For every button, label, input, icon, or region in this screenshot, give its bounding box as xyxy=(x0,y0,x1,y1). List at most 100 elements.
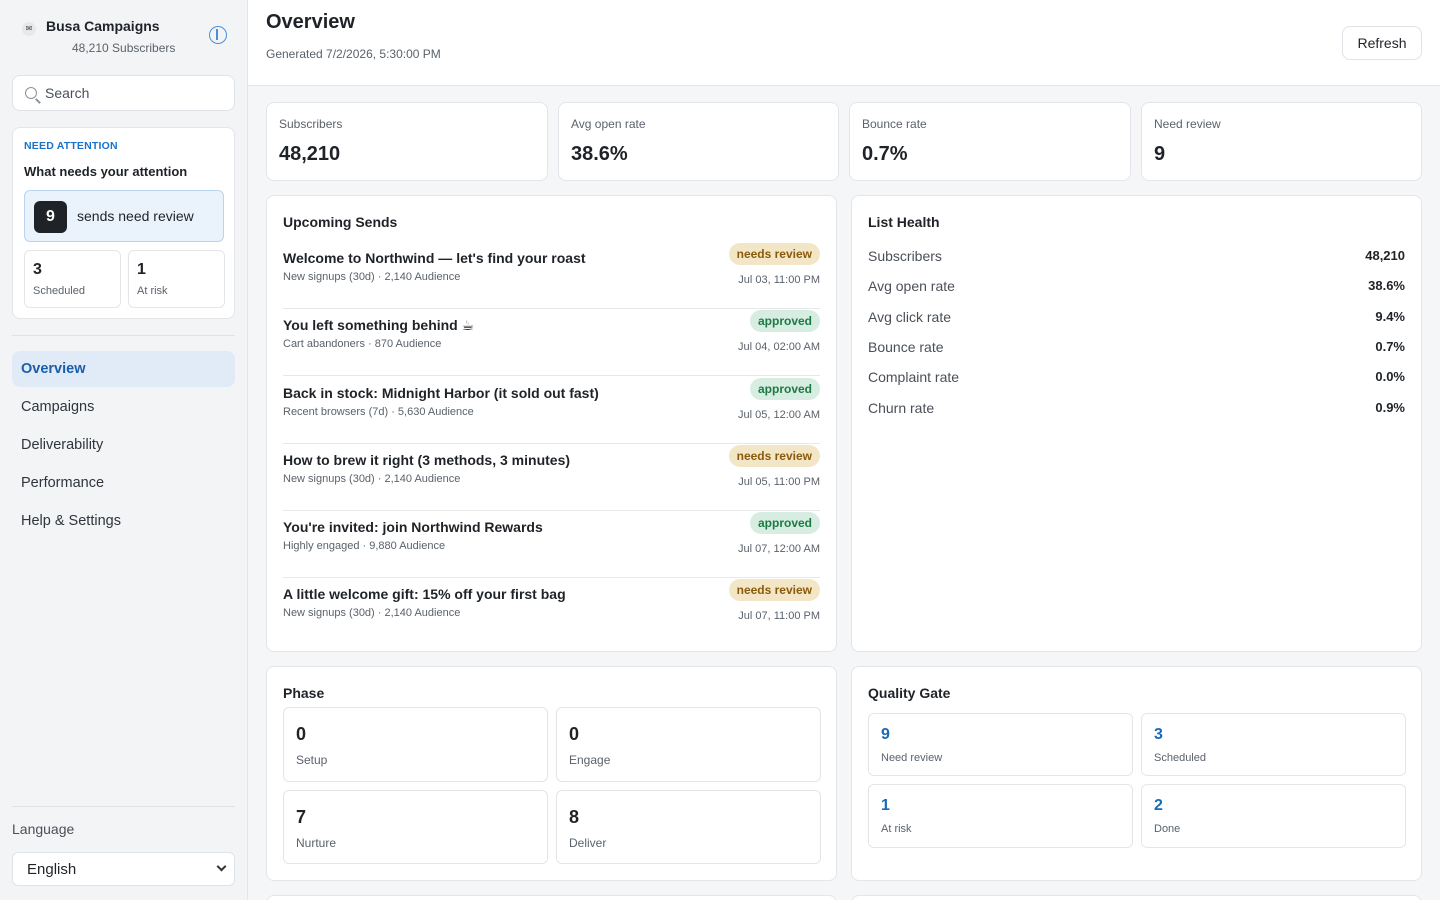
stat-card-need-review: Need review 9 xyxy=(1141,102,1422,181)
phase-count: 0 xyxy=(569,724,580,744)
search-icon xyxy=(25,87,37,99)
phase-title: Phase xyxy=(283,685,325,701)
health-value: 0.9% xyxy=(1375,400,1405,415)
health-value: 0.7% xyxy=(1375,339,1405,354)
status-badge: approved xyxy=(749,512,820,534)
phase-label: Setup xyxy=(296,753,328,767)
send-meta: New signups (30d) · 2,140 Audience xyxy=(283,473,461,485)
status-badge: approved xyxy=(749,378,820,400)
send-meta: Highly engaged · 9,880 Audience xyxy=(283,540,446,552)
stat-card-subscribers: Subscribers 48,210 xyxy=(266,102,548,181)
send-time: Jul 04, 02:00 AM xyxy=(738,341,820,353)
health-row: Avg click rate 9.4% xyxy=(868,309,1405,329)
quality-gate-card: Quality Gate 9 Need review 3 Scheduled 1… xyxy=(851,666,1422,881)
health-label: Avg click rate xyxy=(868,309,951,325)
send-name: You left something behind ☕ xyxy=(283,317,475,333)
send-row[interactable]: You left something behind ☕ Cart abandon… xyxy=(283,309,820,376)
review-label: sends need review xyxy=(77,208,194,224)
language-select[interactable]: English xyxy=(12,852,235,886)
send-name: Welcome to Northwind — let's find your r… xyxy=(283,250,586,266)
sidebar-divider xyxy=(12,806,235,807)
sidebar-item-campaigns[interactable]: Campaigns xyxy=(21,399,95,415)
quality-gate-title: Quality Gate xyxy=(868,685,951,701)
status-badge: approved xyxy=(749,310,820,332)
page-title: Overview xyxy=(266,11,355,33)
at-risk-count: 1 xyxy=(137,261,146,278)
phase-count: 8 xyxy=(569,807,580,827)
page-header: Overview Generated 7/2/2026, 5:30:00 PM … xyxy=(248,0,1440,86)
review-count: 9 xyxy=(34,201,67,233)
chevron-down-icon xyxy=(216,861,227,872)
send-time: Jul 05, 11:00 PM xyxy=(738,476,820,488)
sidebar-item-performance[interactable]: Performance xyxy=(21,475,105,491)
send-row[interactable]: How to brew it right (3 methods, 3 minut… xyxy=(283,444,820,511)
stat-card-open-rate: Avg open rate 38.6% xyxy=(558,102,839,181)
send-name: You're invited: join Northwind Rewards xyxy=(283,519,543,535)
send-name: A little welcome gift: 15% off your firs… xyxy=(283,586,566,602)
status-badge: needs review xyxy=(728,445,820,467)
next-card xyxy=(266,895,837,900)
sidebar-toggle-icon[interactable] xyxy=(209,26,227,44)
health-row: Churn rate 0.9% xyxy=(868,400,1405,420)
send-row[interactable]: Welcome to Northwind — let's find your r… xyxy=(283,242,820,309)
health-row: Subscribers 48,210 xyxy=(868,248,1405,268)
brand: ✉ Busa Campaigns 48,210 Subscribers xyxy=(20,16,236,60)
health-value: 38.6% xyxy=(1368,278,1405,293)
upcoming-sends-card: Upcoming Sends Welcome to Northwind — le… xyxy=(266,195,837,652)
mail-icon: ✉ xyxy=(22,22,36,36)
health-value: 0.0% xyxy=(1375,369,1405,384)
gate-label: Done xyxy=(1154,823,1181,835)
health-row: Avg open rate 38.6% xyxy=(868,278,1405,298)
phase-label: Engage xyxy=(569,753,611,767)
send-row[interactable]: Back in stock: Midnight Harbor (it sold … xyxy=(283,377,820,444)
health-value: 48,210 xyxy=(1365,248,1405,263)
scheduled-mini-card[interactable]: 3 Scheduled xyxy=(24,250,121,308)
list-health-title: List Health xyxy=(868,214,940,230)
brand-name: Busa Campaigns xyxy=(46,18,160,34)
health-label: Bounce rate xyxy=(868,339,944,355)
next-card xyxy=(851,895,1422,900)
gate-label: Need review xyxy=(881,752,943,764)
phase-label: Deliver xyxy=(569,836,607,850)
send-meta: Recent browsers (7d) · 5,630 Audience xyxy=(283,406,474,418)
send-name: How to brew it right (3 methods, 3 minut… xyxy=(283,452,571,468)
gate-count: 9 xyxy=(881,726,890,743)
gate-tile-at-risk[interactable]: 1 At risk xyxy=(868,784,1133,848)
send-time: Jul 03, 11:00 PM xyxy=(738,274,820,286)
phase-tile-nurture: 7 Nurture xyxy=(283,790,548,864)
at-risk-label: At risk xyxy=(137,285,168,297)
phase-card: Phase 0 Setup 0 Engage 7 Nurture 8 Deliv… xyxy=(266,666,837,881)
health-label: Avg open rate xyxy=(868,278,955,294)
search-input[interactable] xyxy=(45,83,225,103)
search-box[interactable] xyxy=(12,75,235,111)
sidebar-item-deliverability[interactable]: Deliverability xyxy=(21,437,104,453)
gate-tile-scheduled[interactable]: 3 Scheduled xyxy=(1141,713,1406,776)
refresh-button[interactable]: Refresh xyxy=(1342,26,1422,60)
phase-count: 0 xyxy=(296,724,307,744)
attention-eyebrow: NEED ATTENTION xyxy=(24,140,118,152)
gate-tile-need-review[interactable]: 9 Need review xyxy=(868,713,1133,776)
send-row[interactable]: You're invited: join Northwind Rewards H… xyxy=(283,511,820,578)
review-callout[interactable]: 9 sends need review xyxy=(24,190,224,242)
send-meta: Cart abandoners · 870 Audience xyxy=(283,338,442,350)
health-value: 9.4% xyxy=(1375,309,1405,324)
phase-tile-setup: 0 Setup xyxy=(283,707,548,782)
sidebar-item-help-settings[interactable]: Help & Settings xyxy=(21,513,121,529)
stat-label: Bounce rate xyxy=(862,117,927,131)
sidebar-item-overview[interactable]: Overview xyxy=(12,351,235,387)
gate-label: At risk xyxy=(881,823,912,835)
stat-value: 38.6% xyxy=(571,143,628,165)
list-health-card: List Health Subscribers 48,210 Avg open … xyxy=(851,195,1422,652)
health-row: Complaint rate 0.0% xyxy=(868,369,1405,389)
stat-card-bounce-rate: Bounce rate 0.7% xyxy=(849,102,1131,181)
sidebar: ✉ Busa Campaigns 48,210 Subscribers NEED… xyxy=(0,0,248,900)
health-row: Bounce rate 0.7% xyxy=(868,339,1405,359)
phase-count: 7 xyxy=(296,807,307,827)
language-label: Language xyxy=(12,821,75,837)
send-time: Jul 07, 12:00 AM xyxy=(738,543,820,555)
gate-tile-done[interactable]: 2 Done xyxy=(1141,784,1406,848)
scheduled-count: 3 xyxy=(33,261,42,278)
generated-timestamp: Generated 7/2/2026, 5:30:00 PM xyxy=(266,47,441,61)
at-risk-mini-card[interactable]: 1 At risk xyxy=(128,250,225,308)
send-row[interactable]: A little welcome gift: 15% off your firs… xyxy=(283,578,820,645)
